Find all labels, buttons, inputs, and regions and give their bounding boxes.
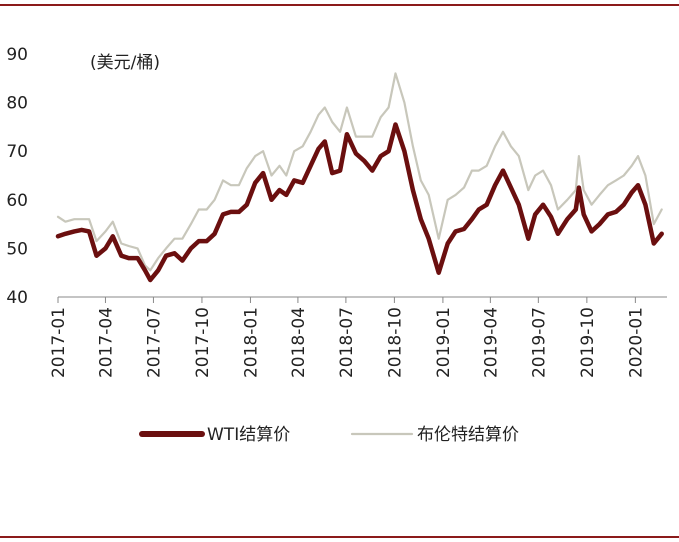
x-tick-label: 2019-04 [481, 307, 501, 378]
x-tick-label: 2017-07 [144, 307, 164, 378]
y-axis-unit-label: (美元/桶) [90, 53, 160, 73]
x-tick-label: 2017-01 [49, 307, 69, 378]
y-tick-label: 70 [6, 142, 28, 162]
x-tick-label: 2019-07 [529, 307, 549, 378]
x-tick-label: 2018-10 [385, 307, 405, 378]
legend-item-wti-label: WTI结算价 [207, 425, 290, 445]
x-axis-ticks: 2017-01 2017-04 2017-07 2017-10 2018-01 2018-… [49, 297, 646, 378]
bottom-rule [0, 536, 679, 538]
x-tick-label: 2019-01 [434, 307, 454, 378]
legend-item-brent-label: 布伦特结算价 [417, 425, 519, 445]
x-tick-label: 2017-04 [96, 307, 116, 378]
x-tick-label: 2018-07 [337, 307, 357, 378]
y-tick-label: 40 [6, 288, 28, 308]
x-tick-label: 2020-01 [626, 307, 646, 378]
y-axis-ticks: 40 50 60 70 80 90 [6, 45, 28, 308]
series-layer [55, 72, 664, 283]
series-line-wti [55, 122, 664, 283]
top-rule [0, 4, 679, 6]
x-tick-label: 2018-01 [241, 307, 261, 378]
y-tick-label: 90 [6, 45, 28, 65]
y-tick-label: 50 [6, 239, 28, 259]
y-tick-label: 80 [6, 94, 28, 114]
legend: WTI结算价 布伦特结算价 [139, 425, 519, 445]
x-tick-label: 2019-10 [578, 307, 598, 378]
x-tick-label: 2018-04 [289, 307, 309, 378]
y-tick-label: 60 [6, 191, 28, 211]
series-line-brent [56, 72, 663, 272]
x-tick-label: 2017-10 [193, 307, 213, 378]
